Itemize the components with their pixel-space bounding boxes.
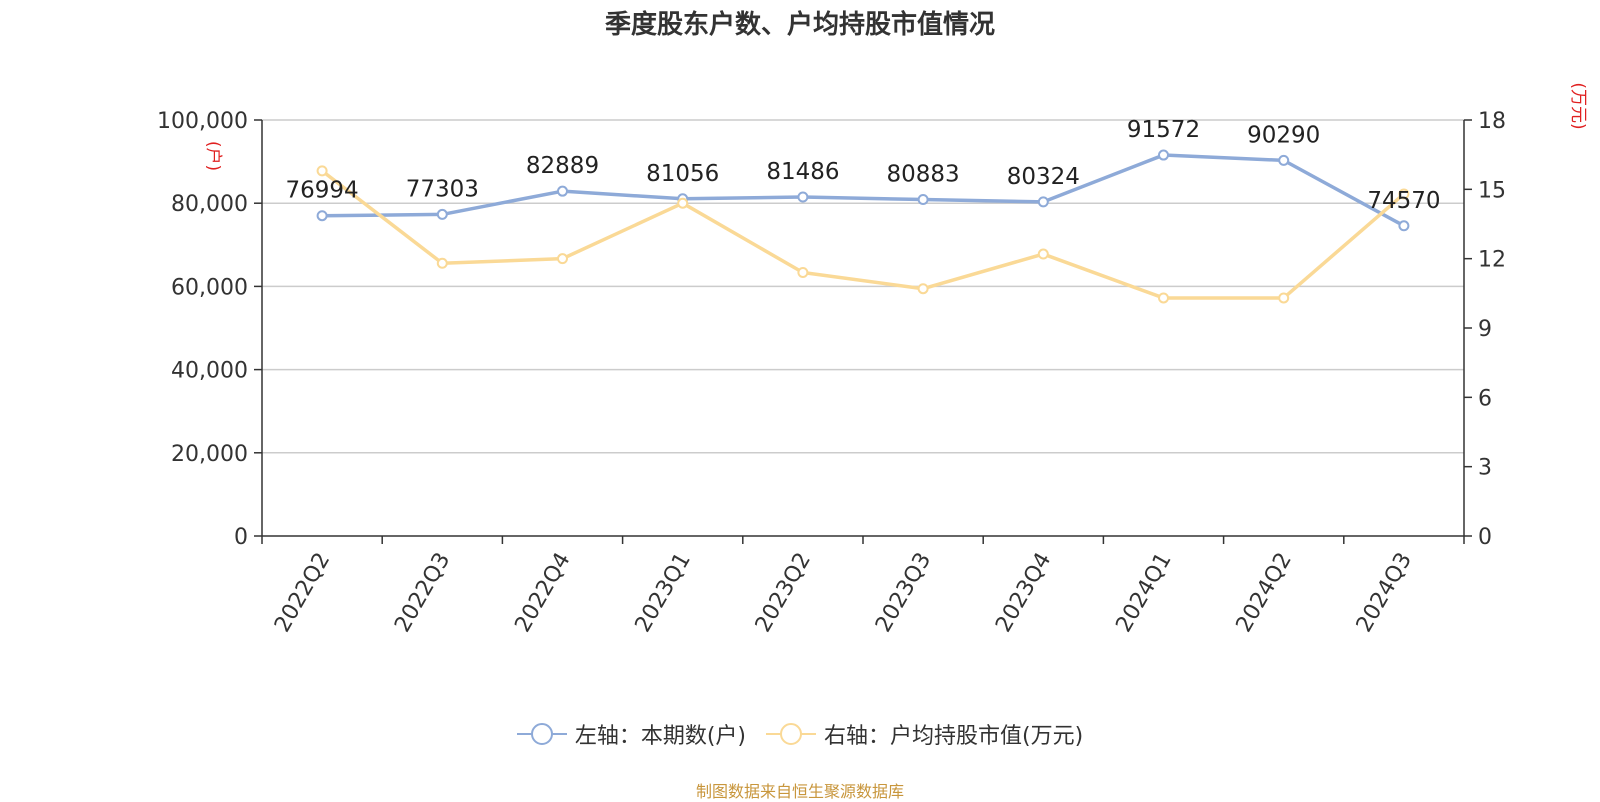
data-label-left: 76994	[286, 178, 359, 204]
data-point-left	[797, 191, 809, 203]
data-point-left	[316, 210, 328, 222]
data-label-left: 80324	[1007, 164, 1080, 190]
data-point-right	[436, 257, 448, 269]
x-tick-label: 2023Q4	[991, 549, 1056, 637]
data-point-right	[797, 267, 809, 279]
y-right-tick-label: 0	[1478, 525, 1492, 550]
chart-title: 季度股东户数、户均持股市值情况	[604, 10, 995, 40]
y-left-tick-label: 100,000	[157, 109, 248, 134]
legend-item-left-series[interactable]: 左轴：本期数(户)	[516, 718, 746, 750]
data-label-left: 91572	[1127, 117, 1200, 143]
data-point-left	[917, 194, 929, 206]
x-tick-label: 2024Q1	[1111, 549, 1176, 637]
legend-marker-right-icon	[766, 723, 816, 745]
y-left-tick-label: 20,000	[171, 442, 248, 467]
x-tick-label: 2022Q3	[390, 549, 455, 637]
data-point-left	[1158, 149, 1169, 161]
x-tick-label: 2023Q2	[751, 549, 816, 637]
y-left-tick-label: 0	[234, 525, 248, 550]
series-line-left	[322, 153, 1405, 228]
data-point-right	[1398, 188, 1410, 200]
y-right-tick-label: 12	[1478, 248, 1506, 273]
data-point-right	[557, 253, 568, 265]
x-tick-label: 2022Q2	[270, 549, 335, 637]
x-tick-label: 2023Q1	[631, 549, 696, 637]
data-point-right	[1037, 248, 1049, 260]
y-right-tick-label: 15	[1478, 178, 1506, 203]
y-left-tick-label: 40,000	[171, 359, 248, 384]
data-point-left	[1278, 154, 1290, 166]
y-left-tick-label: 80,000	[171, 192, 248, 217]
data-point-left	[1037, 196, 1049, 208]
data-label-left: 81486	[766, 159, 839, 185]
data-label-left: 77303	[406, 176, 479, 202]
x-tick-label: 2023Q3	[871, 549, 936, 637]
x-tick-label: 2022Q4	[510, 549, 575, 637]
x-tick-label: 2024Q2	[1232, 549, 1297, 637]
y-left-tick-label: 60,000	[171, 275, 248, 300]
data-label-left: 81056	[646, 161, 719, 187]
legend: 左轴：本期数(户) 右轴：户均持股市值(万元)	[0, 718, 1600, 750]
data-label-left: 82889	[526, 153, 599, 179]
data-label-left: 90290	[1247, 122, 1320, 148]
data-point-left	[436, 208, 448, 220]
y-right-tick-label: 6	[1478, 386, 1492, 411]
y-right-tick-label: 18	[1478, 109, 1506, 134]
y-right-tick-label: 3	[1478, 456, 1492, 481]
y-right-unit-label: (万元)	[1568, 82, 1588, 129]
y-right-tick-label: 9	[1478, 317, 1492, 342]
y-left-unit-label: (户)	[203, 141, 223, 171]
data-source-note: 制图数据来自恒生聚源数据库	[695, 782, 904, 801]
data-point-right	[1278, 292, 1290, 304]
legend-marker-left-icon	[516, 723, 567, 745]
legend-label-right-series: 右轴：户均持股市值(万元)	[824, 724, 1084, 749]
data-point-right	[1158, 292, 1169, 304]
legend-label-left-series: 左轴：本期数(户)	[574, 724, 746, 749]
data-point-right	[316, 165, 328, 177]
x-tick-label: 2024Q3	[1352, 549, 1417, 637]
legend-item-right-series[interactable]: 右轴：户均持股市值(万元)	[766, 718, 1083, 750]
data-label-left: 80883	[887, 162, 960, 188]
data-point-left	[1398, 220, 1410, 232]
data-point-right	[917, 283, 929, 295]
series-line-right	[321, 169, 1406, 300]
data-label-left: 74570	[1367, 188, 1440, 214]
data-point-left	[557, 185, 568, 197]
data-point-right	[677, 197, 689, 209]
